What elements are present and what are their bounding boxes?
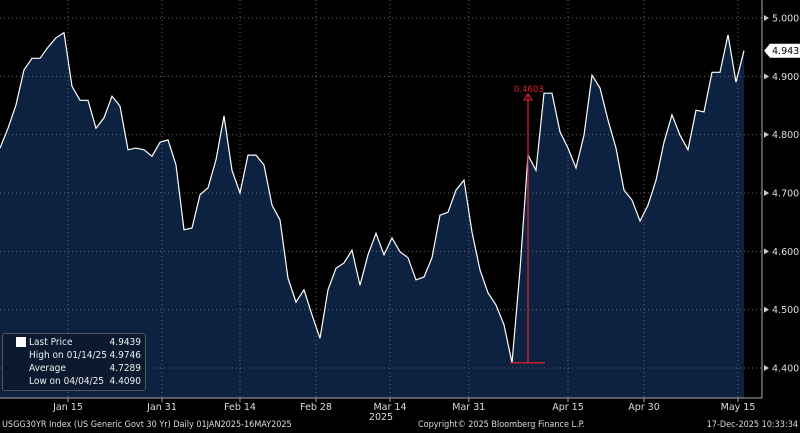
legend-value: 4.9439 (109, 337, 141, 348)
y-tick-marker (764, 365, 769, 371)
legend-value: 4.9746 (109, 350, 141, 361)
y-tick-marker (764, 306, 769, 313)
x-tick-label: Feb 28 (300, 402, 332, 413)
legend-row-high: High on 01/14/25 4.9746 (29, 350, 141, 363)
y-tick-marker (764, 190, 769, 196)
footer-title: USGG30YR Index (US Generic Govt 30 Yr) D… (2, 420, 292, 430)
y-tick-label: 4.7000 (772, 189, 800, 200)
annotation-arrow-icon (523, 92, 533, 101)
x-tick-label: Jan 15 (52, 402, 83, 413)
last-price-swatch (16, 337, 26, 347)
legend-value: 4.4090 (109, 376, 141, 387)
x-tick-label: Apr 30 (628, 402, 660, 413)
x-tick-label: Apr 15 (552, 402, 584, 413)
series-line (0, 31, 745, 363)
legend-label: High on 01/14/25 (29, 350, 108, 361)
x-tick-label: Jan 31 (146, 402, 177, 413)
x-tick-label: Mar 14 (373, 402, 406, 413)
y-tick-label: 5.0000 (772, 14, 800, 25)
y-tick-marker (764, 248, 769, 255)
legend-label: Low on 04/04/25 (29, 376, 105, 387)
y-tick-marker (764, 73, 769, 80)
x-tick-label: Mar 31 (452, 402, 485, 413)
legend-value: 4.7289 (109, 363, 141, 374)
last-price-tag (764, 43, 800, 58)
legend: Last Price 4.9439 High on 01/14/25 4.9746 … (2, 333, 146, 391)
y-tick-label: 4.4000 (772, 364, 800, 375)
annotation-label: 0.4603 (514, 85, 544, 95)
legend-label: Last Price (29, 337, 73, 348)
footer-copyright: Copyright© 2025 Bloomberg Finance L.P. (418, 420, 585, 430)
y-tick-marker (764, 15, 769, 21)
y-tick-label: 4.6000 (772, 247, 800, 258)
last-price-label: 4.9439 (772, 46, 800, 57)
y-tick-label: 4.9000 (772, 72, 800, 83)
legend-label: Average (29, 363, 66, 374)
footer-timestamp: 17-Dec-2025 10:33:34 (706, 420, 798, 430)
y-tick-label: 4.8000 (772, 130, 800, 141)
x-axis-label: 2025 (369, 412, 393, 423)
legend-row-last: Last Price 4.9439 (29, 337, 141, 350)
y-tick-label: 4.5000 (772, 305, 800, 316)
legend-row-low: Low on 04/04/25 4.4090 (29, 376, 141, 389)
legend-row-average: Average 4.7289 (29, 363, 141, 376)
y-tick-marker (764, 131, 769, 138)
x-tick-label: May 15 (721, 402, 756, 413)
x-tick-label: Feb 14 (224, 402, 256, 413)
